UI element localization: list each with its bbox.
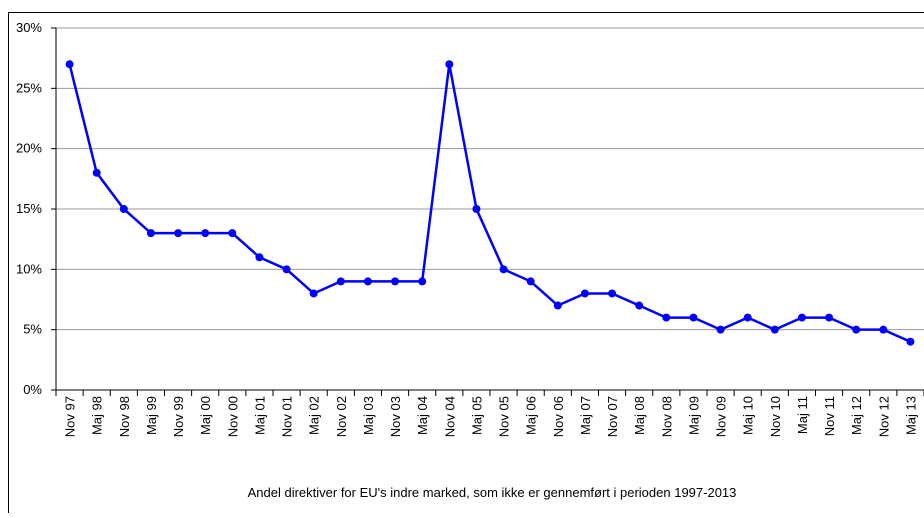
x-tick-label: Maj 09 (686, 396, 701, 435)
data-point (310, 289, 318, 297)
y-tick-label: 30% (16, 20, 42, 35)
data-line (70, 64, 911, 342)
data-point (391, 277, 399, 285)
x-tick-label: Nov 98 (117, 396, 132, 437)
x-tick-label: Maj 03 (361, 396, 376, 435)
x-tick-label: Nov 01 (280, 396, 295, 437)
x-tick-label: Nov 05 (497, 396, 512, 437)
data-point (771, 326, 779, 334)
y-tick-label: 15% (16, 201, 42, 216)
x-tick-label: Nov 02 (334, 396, 349, 437)
x-tick-label: Maj 02 (307, 396, 322, 435)
data-point (418, 277, 426, 285)
data-point (201, 229, 209, 237)
x-tick-label: Maj 98 (90, 396, 105, 435)
y-tick-label: 0% (23, 382, 42, 397)
data-point (662, 314, 670, 322)
x-tick-label: Nov 12 (876, 396, 891, 437)
data-point (500, 265, 508, 273)
x-tick-label: Nov 08 (659, 396, 674, 437)
x-tick-label: Nov 09 (714, 396, 729, 437)
data-point (120, 205, 128, 213)
data-point (337, 277, 345, 285)
x-tick-label: Maj 07 (578, 396, 593, 435)
y-tick-label: 20% (16, 141, 42, 156)
x-tick-label: Nov 07 (605, 396, 620, 437)
chart-caption: Andel direktiver for EU's indre marked, … (248, 485, 737, 500)
data-point (825, 314, 833, 322)
x-tick-label: Maj 04 (415, 396, 430, 435)
data-point (147, 229, 155, 237)
x-tick-label: Nov 06 (551, 396, 566, 437)
x-tick-label: Maj 11 (795, 396, 810, 434)
x-tick-label: Maj 00 (198, 396, 213, 435)
data-point (554, 302, 562, 310)
x-tick-label: Maj 13 (903, 396, 918, 435)
data-point (255, 253, 263, 261)
data-point (445, 60, 453, 68)
chart-frame (9, 13, 924, 514)
x-tick-label: Nov 10 (768, 396, 783, 437)
x-tick-label: Maj 01 (252, 396, 267, 435)
data-point (879, 326, 887, 334)
data-point (364, 277, 372, 285)
x-tick-label: Nov 97 (63, 396, 78, 437)
data-point (798, 314, 806, 322)
data-point (228, 229, 236, 237)
data-point (852, 326, 860, 334)
y-tick-label: 5% (23, 322, 42, 337)
x-tick-label: Nov 99 (171, 396, 186, 437)
x-tick-label: Nov 04 (442, 396, 457, 437)
data-point (635, 302, 643, 310)
x-tick-label: Maj 08 (632, 396, 647, 435)
data-point (581, 289, 589, 297)
data-point (283, 265, 291, 273)
data-point (608, 289, 616, 297)
data-point (66, 60, 74, 68)
data-point (906, 338, 914, 346)
y-tick-label: 25% (16, 80, 42, 95)
data-point (93, 169, 101, 177)
x-tick-label: Nov 11 (822, 396, 837, 436)
x-tick-label: Maj 12 (849, 396, 864, 435)
x-tick-label: Maj 99 (144, 396, 159, 435)
data-point (472, 205, 480, 213)
x-tick-label: Nov 00 (225, 396, 240, 437)
x-tick-label: Nov 03 (388, 396, 403, 437)
y-tick-label: 10% (16, 261, 42, 276)
x-tick-label: Maj 06 (524, 396, 539, 435)
data-point (174, 229, 182, 237)
x-tick-label: Maj 10 (741, 396, 756, 435)
data-point (744, 314, 752, 322)
x-tick-label: Maj 05 (469, 396, 484, 435)
data-point (717, 326, 725, 334)
data-point (527, 277, 535, 285)
data-point (689, 314, 697, 322)
